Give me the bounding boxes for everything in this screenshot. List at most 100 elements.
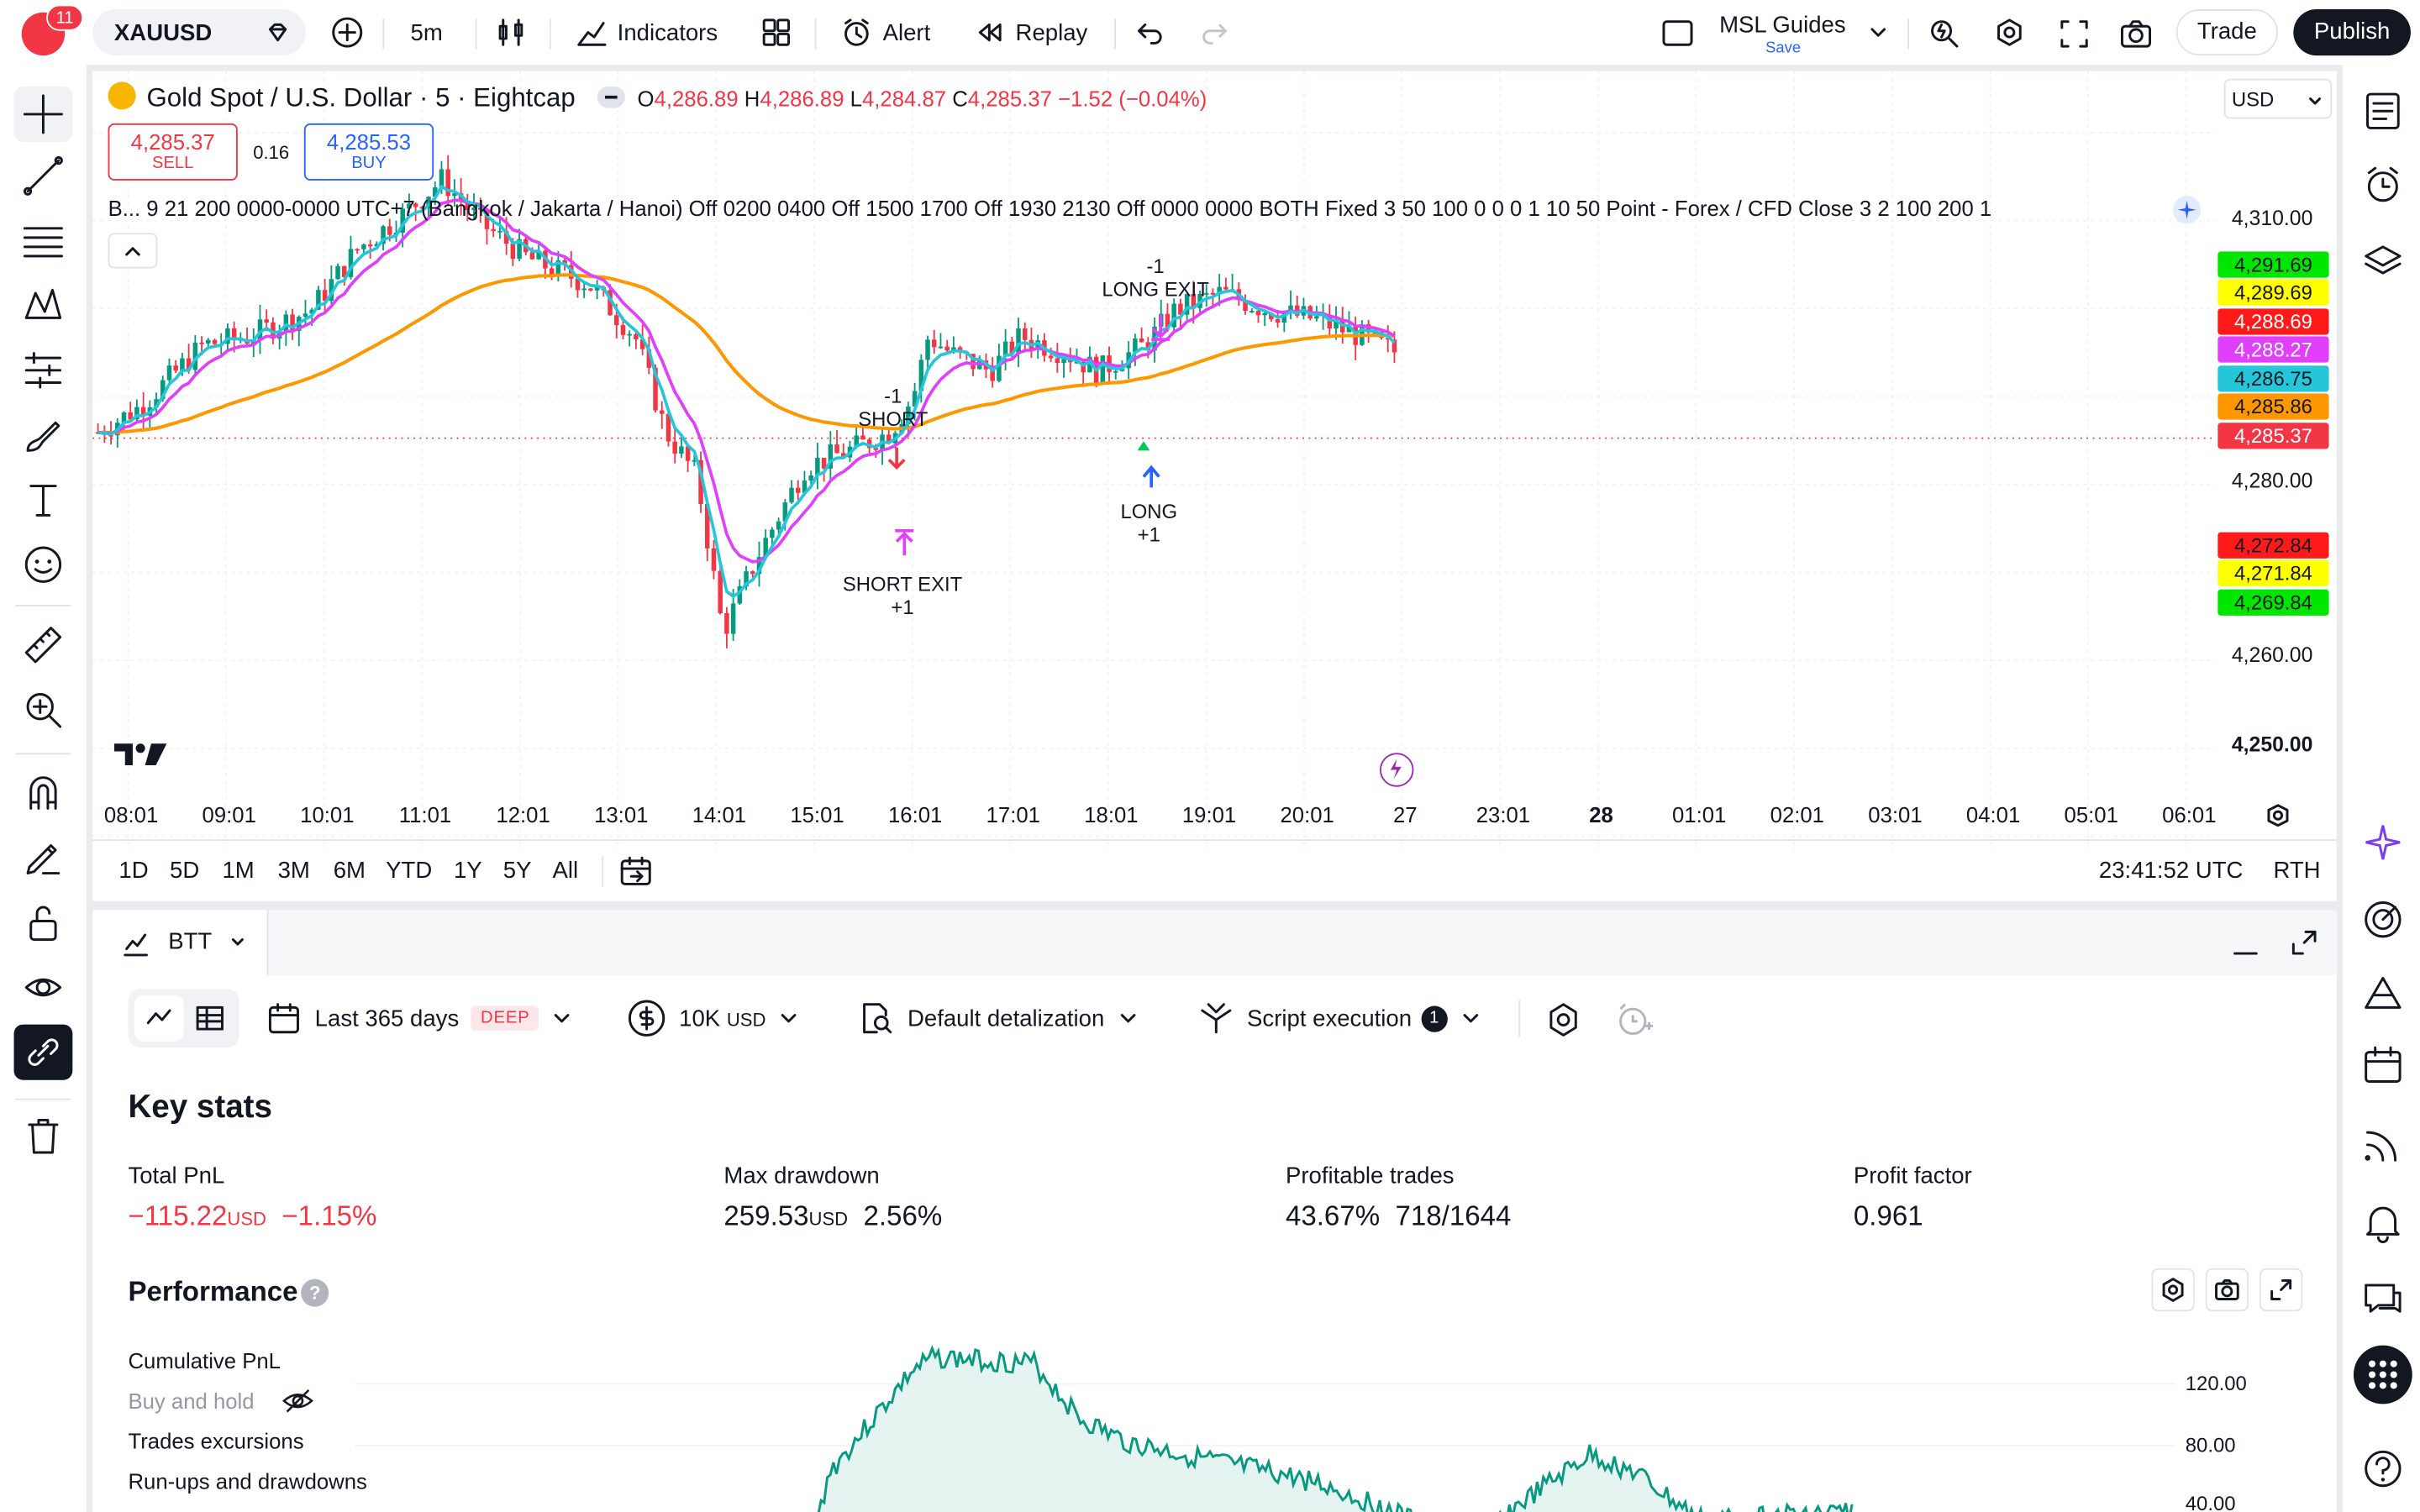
add-symbol-icon[interactable] <box>330 15 364 49</box>
chat-icon[interactable] <box>2361 1278 2404 1320</box>
eye-off-icon[interactable] <box>281 1385 314 1416</box>
script-execution-select[interactable]: Script execution 1 <box>1197 989 1481 1047</box>
apps-button[interactable] <box>2353 1345 2412 1404</box>
strategy-legend[interactable]: B... 9 21 200 0000-0000 UTC+7 (Bangkok /… <box>108 196 1992 221</box>
legend-cumulative-pnl[interactable]: Cumulative PnL <box>128 1348 281 1373</box>
range-6m[interactable]: 6M <box>333 858 366 885</box>
calendar-icon[interactable] <box>2361 1043 2404 1086</box>
legend-buy-and-hold[interactable]: Buy and hold <box>128 1389 255 1414</box>
redo-icon[interactable] <box>1197 15 1231 49</box>
brush-icon[interactable] <box>22 413 65 456</box>
expand-chart-icon[interactable] <box>2259 1268 2303 1312</box>
quick-search-icon[interactable] <box>1926 15 1963 52</box>
unlock-icon[interactable] <box>22 901 65 944</box>
info-icon[interactable]: ? <box>301 1278 329 1307</box>
range-ytd[interactable]: YTD <box>386 858 433 885</box>
axis-settings-icon[interactable] <box>2263 801 2294 832</box>
trash-icon[interactable] <box>22 1114 65 1157</box>
collapse-legend-button[interactable] <box>108 233 158 269</box>
clock-display[interactable]: 23:41:52 UTC <box>2098 858 2244 885</box>
minimize-icon[interactable] <box>2228 926 2262 959</box>
session-button[interactable]: RTH <box>2273 858 2321 885</box>
candles-icon[interactable] <box>494 15 528 49</box>
fib-tool-icon[interactable] <box>22 219 65 262</box>
alarm-icon <box>844 18 869 46</box>
range-1y[interactable]: 1Y <box>453 858 482 885</box>
strategy-settings-icon[interactable] <box>2173 196 2202 224</box>
lock-drawings-icon[interactable] <box>22 836 65 879</box>
prediction-tool-icon[interactable] <box>22 349 65 391</box>
news-feed-icon[interactable] <box>2361 1123 2404 1166</box>
market-status-icon[interactable] <box>597 86 625 108</box>
legend-trades-excursions[interactable]: Trades excursions <box>128 1428 304 1454</box>
chevron-down-icon <box>1870 28 1886 37</box>
help-icon[interactable] <box>2361 1447 2404 1490</box>
legend-runups-drawdowns[interactable]: Run-ups and drawdowns <box>128 1468 367 1494</box>
add-alert-icon[interactable] <box>1614 1000 1655 1040</box>
sparkle-icon[interactable] <box>2361 821 2404 864</box>
goto-date-icon[interactable] <box>618 853 655 890</box>
right-sidebar <box>2343 65 2420 1512</box>
range-5d[interactable]: 5D <box>170 858 200 885</box>
ideas-icon[interactable] <box>2361 972 2404 1015</box>
sync-drawings-button[interactable] <box>13 1024 73 1080</box>
perf-y-tick: 80.00 <box>2185 1433 2236 1457</box>
text-tool-icon[interactable] <box>22 478 65 521</box>
interval-button[interactable]: 5m <box>402 11 452 54</box>
long-exit-signal-label: -1 LONG EXIT <box>1102 255 1209 302</box>
layout-select-icon[interactable] <box>1660 15 1694 49</box>
publish-button[interactable]: Publish <box>2293 9 2411 56</box>
range-all[interactable]: All <box>552 858 579 885</box>
tradingview-logo[interactable] <box>113 741 167 769</box>
alert-button[interactable]: Alert <box>830 11 939 54</box>
events-icon[interactable] <box>1380 753 1414 787</box>
undo-icon[interactable] <box>1133 15 1166 49</box>
eye-icon[interactable] <box>22 966 65 1009</box>
layout-name-button[interactable]: MSL Guides Save <box>1710 9 1889 59</box>
sell-button[interactable]: 4,285.37 SELL <box>108 123 238 181</box>
target-icon[interactable] <box>2361 898 2404 941</box>
emoji-icon[interactable] <box>22 543 65 586</box>
camera-icon[interactable] <box>2118 15 2154 52</box>
detail-search-icon <box>863 1003 892 1034</box>
ruler-icon[interactable] <box>22 623 65 666</box>
table-view-icon[interactable] <box>193 1003 227 1034</box>
chart-settings-icon[interactable] <box>2151 1268 2195 1312</box>
currency-select[interactable]: USD <box>2223 78 2333 119</box>
trade-button[interactable]: Trade <box>2175 9 2278 56</box>
replay-button[interactable]: Replay <box>963 11 1097 54</box>
symbol-search[interactable]: XAUUSD <box>92 9 306 56</box>
price-chart[interactable] <box>92 71 2217 852</box>
diamond-icon[interactable] <box>266 20 290 45</box>
range-1m[interactable]: 1M <box>222 858 255 885</box>
tester-settings-icon[interactable] <box>1544 1000 1584 1040</box>
crosshair-tool[interactable] <box>13 86 73 142</box>
layers-icon[interactable] <box>2361 241 2404 284</box>
notifications-icon[interactable] <box>2361 1200 2404 1243</box>
fullscreen-icon[interactable] <box>2055 15 2092 52</box>
price-label: 4,272.84 <box>2217 532 2329 559</box>
buy-button[interactable]: 4,285.53 BUY <box>303 123 434 181</box>
capital-select[interactable]: 10K USD <box>627 989 800 1047</box>
period-select[interactable]: Last 365 days DEEP <box>266 989 573 1047</box>
chart-view-button[interactable] <box>134 995 184 1042</box>
alarm-clock-icon[interactable] <box>2361 164 2404 207</box>
templates-icon[interactable] <box>760 15 793 49</box>
trend-line-icon[interactable] <box>22 155 65 197</box>
range-5y[interactable]: 5Y <box>502 858 532 885</box>
settings-icon[interactable] <box>1991 15 2028 52</box>
detalization-select[interactable]: Default detalization <box>858 989 1139 1047</box>
symbol-title[interactable]: Gold Spot / U.S. Dollar · 5 · Eightcap <box>146 83 576 113</box>
gold-logo-icon <box>108 81 136 110</box>
tab-btt[interactable]: BTT <box>92 910 269 975</box>
performance-chart[interactable] <box>355 1327 2176 1512</box>
watchlist-icon[interactable] <box>2361 90 2404 133</box>
zoom-in-icon[interactable] <box>22 688 65 731</box>
snapshot-icon[interactable] <box>2205 1268 2249 1312</box>
indicators-button[interactable]: Indicators <box>565 11 727 54</box>
magnet-icon[interactable] <box>22 771 65 814</box>
maximize-panel-icon[interactable] <box>2287 926 2321 959</box>
range-1d[interactable]: 1D <box>118 858 149 885</box>
range-3m[interactable]: 3M <box>277 858 310 885</box>
pattern-tool-icon[interactable] <box>22 284 65 327</box>
